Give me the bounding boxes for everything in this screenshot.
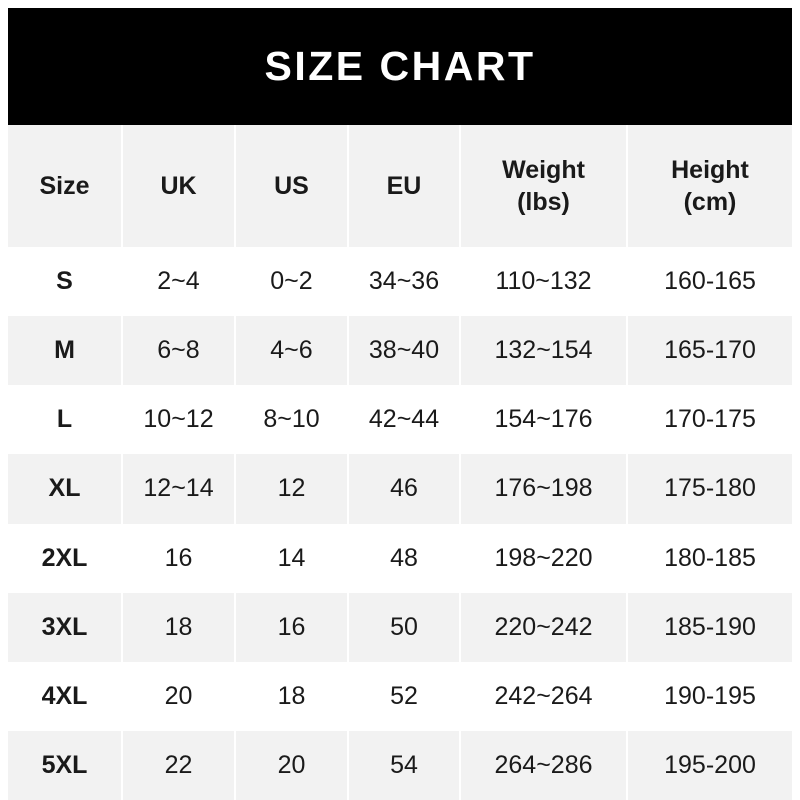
column-header-weight-line2: (lbs)	[517, 188, 570, 216]
table-cell-weight: 264~286	[460, 730, 628, 800]
table-cell-height: 170-175	[664, 405, 756, 434]
chart-title-banner: SIZE CHART	[8, 8, 792, 125]
table-cell-height: 160-165	[664, 267, 756, 296]
table-cell-eu: 34~36	[348, 247, 461, 317]
table-cell-weight: 132~154	[460, 316, 628, 386]
table-row: 4XL 20 18 52 242~264 190-195	[8, 661, 792, 731]
table-cell-uk: 2~4	[122, 247, 236, 317]
table-cell-us: 8~10	[235, 385, 349, 455]
table-cell-size: 4XL	[8, 661, 123, 731]
page-title: SIZE CHART	[264, 43, 536, 89]
table-cell-eu: 48	[348, 523, 461, 593]
table-cell-us: 12	[235, 454, 349, 524]
table-cell-uk: 16	[122, 523, 236, 593]
table-body: S 2~4 0~2 34~36 110~132 160-165 M 6~8 4~6 38~40 13…	[8, 247, 792, 800]
table-cell-uk: 6~8	[122, 316, 236, 386]
column-header-uk: UK	[122, 125, 236, 247]
table-cell-weight: 176~198	[460, 454, 628, 524]
table-cell-eu: 42~44	[348, 385, 461, 455]
column-header-eu-line1: EU	[386, 172, 422, 200]
table-cell-height: 175-180	[664, 474, 756, 503]
table-cell-size: S	[8, 247, 123, 317]
size-chart-table: Size UK US EU Weight (lbs) Height (cm)	[8, 125, 792, 800]
table-cell-weight: 198~220	[460, 523, 628, 593]
table-row: 3XL 18 16 50 220~242 185-190	[8, 592, 792, 662]
table-cell-weight: 110~132	[460, 247, 628, 317]
table-cell-size: 5XL	[8, 730, 123, 800]
table-cell-height: 190-195	[664, 681, 756, 710]
table-cell-us: 16	[235, 592, 349, 662]
column-header-eu: EU	[348, 125, 461, 247]
table-cell-eu: 52	[348, 661, 461, 731]
table-cell-weight: 242~264	[460, 661, 628, 731]
column-header-us-line1: US	[274, 172, 309, 200]
column-header-size-line1: Size	[39, 172, 90, 200]
column-header-us: US	[235, 125, 349, 247]
table-cell-size: 2XL	[8, 523, 123, 593]
table-cell-weight: 220~242	[460, 592, 628, 662]
column-header-height: Height (cm)	[627, 125, 792, 247]
table-row: S 2~4 0~2 34~36 110~132 160-165	[8, 247, 792, 317]
table-row: 2XL 16 14 48 198~220 180-185	[8, 523, 792, 593]
column-header-weight-line1: Weight	[502, 156, 585, 184]
column-header-uk-line1: UK	[160, 172, 197, 200]
table-cell-uk: 18	[122, 592, 236, 662]
table-cell-uk: 12~14	[122, 454, 236, 524]
column-header-height-line2: (cm)	[683, 188, 737, 216]
table-cell-eu: 50	[348, 592, 461, 662]
table-cell-height: 185-190	[664, 612, 756, 641]
table-cell-us: 18	[235, 661, 349, 731]
table-row: 5XL 22 20 54 264~286 195-200	[8, 730, 792, 800]
table-cell-eu: 38~40	[348, 316, 461, 386]
table-cell-size: L	[8, 385, 123, 455]
table-cell-uk: 20	[122, 661, 236, 731]
table-cell-eu: 46	[348, 454, 461, 524]
table-cell-size: M	[8, 316, 123, 386]
table-cell-size: XL	[8, 454, 123, 524]
table-cell-eu: 54	[348, 730, 461, 800]
table-cell-uk: 22	[122, 730, 236, 800]
table-cell-uk: 10~12	[122, 385, 236, 455]
table-cell-height: 195-200	[664, 750, 756, 779]
table-cell-weight: 154~176	[460, 385, 628, 455]
column-header-height-line1: Height	[671, 156, 749, 184]
table-cell-size: 3XL	[8, 592, 123, 662]
table-row: M 6~8 4~6 38~40 132~154 165-170	[8, 316, 792, 386]
table-cell-us: 20	[235, 730, 349, 800]
table-cell-us: 4~6	[235, 316, 349, 386]
table-row: XL 12~14 12 46 176~198 175-180	[8, 454, 792, 524]
table-cell-height: 165-170	[664, 336, 756, 365]
column-header-weight: Weight (lbs)	[460, 125, 628, 247]
table-cell-us: 14	[235, 523, 349, 593]
column-header-size: Size	[8, 125, 123, 247]
table-row: L 10~12 8~10 42~44 154~176 170-175	[8, 385, 792, 455]
table-header: Size UK US EU Weight (lbs) Height (cm)	[8, 125, 792, 247]
table-header-row: Size UK US EU Weight (lbs) Height (cm)	[8, 125, 792, 247]
table-cell-height: 180-185	[664, 543, 756, 572]
table-cell-us: 0~2	[235, 247, 349, 317]
